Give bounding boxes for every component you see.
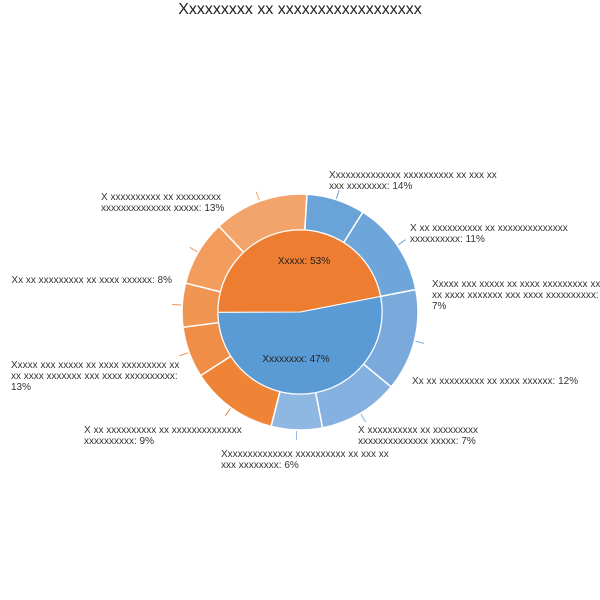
outer-label-4: X xxxxxxxxxx xx xxxxxxxxx xxxxxxxxxxxxxx … [358,425,478,447]
outer-label-7: Xxxxx xxx xxxxx xx xxxx xxxxxxxxx xx xx x… [11,360,179,393]
outer-label-line: xx xxxx xxxxxxx xxx xxxx xxxxxxxxxx: [432,290,599,301]
leader-line-6 [189,246,198,253]
outer-label-line: xx xxxx xxxxxxx xxx xxxx xxxxxxxxxx: [11,371,178,382]
outer-label-line: xxxxxxxxxxxxxx xxxxx: 13% [101,203,224,214]
outer-label-line: xxxxxxxxxx: 9% [84,436,154,447]
outer-label-line: Xx xx xxxxxxxxx xx xxxx xxxxxx: 12% [412,376,578,387]
outer-label-line: Xxxxxxxxxxxxxx xxxxxxxxxx xx xxx xx [221,449,389,460]
leader-line-1 [360,413,366,423]
rings-group [181,193,419,431]
outer-label-6: X xx xxxxxxxxxx xx xxxxxxxxxxxxxx xxxxxxx… [84,425,242,447]
outer-label-line: X xxxxxxxxxx xx xxxxxxxxx [358,425,478,436]
leader-line-5 [172,303,182,306]
chart-title: Xxxxxxxxx xx xxxxxxxxxxxxxxxxxx [178,1,422,18]
outer-label-line: xxx xxxxxxxx: 6% [221,460,299,471]
outer-label-line: xxxxxxxxxxxxxx xxxxx: 7% [358,436,476,447]
outer-label-line: Xxxxx xxx xxxxx xx xxxx xxxxxxxxx xx [432,279,600,290]
outer-label-line: X xxxxxxxxxx xx xxxxxxxxx [101,192,221,203]
outer-label-line: X xx xxxxxxxxxx xx xxxxxxxxxxxxxx [84,425,242,436]
leader-line-8 [335,189,340,199]
outer-label-2: Xxxxx xxx xxxxx xx xxxx xxxxxxxxx xx xx x… [432,279,600,312]
leader-line-9 [397,239,406,246]
labels-group: Xxxxx: 53% Xxxxxxxx: 47% Xxxxxxxxxxxxxx xx… [11,170,600,471]
outer-label-line: 13% [11,382,31,393]
outer-label-line: 7% [432,301,447,312]
outer-label-0: Xxxxxxxxxxxxxx xxxxxxxxxx xx xxx xx xxx x… [329,170,497,192]
outer-label-line: Xxxxx xxx xxxxx xx xxxx xxxxxxxxx xx [11,360,179,371]
inner-label-1: Xxxxxxxx: 47% [262,354,329,365]
outer-label-9: X xxxxxxxxxx xx xxxxxxxxx xxxxxxxxxxxxxx … [101,192,224,214]
inner-slice-1 [217,229,382,313]
outer-label-line: Xx xx xxxxxxxxx xx xxxx xxxxxx: 8% [11,275,172,286]
leader-line-3 [224,408,231,417]
inner-slice-0 [217,295,383,395]
outer-label-line: xxx xxxxxxxx: 14% [329,181,412,192]
leader-line-4 [179,352,189,357]
leader-line-7 [255,191,260,201]
outer-label-line: Xxxxxxxxxxxxxx xxxxxxxxxx xx xxx xx [329,170,497,181]
outer-label-5: Xxxxxxxxxxxxxx xxxxxxxxxx xx xxx xx xxx x… [221,449,389,471]
inner-label-0: Xxxxx: 53% [278,256,330,267]
outer-label-line: X xx xxxxxxxxxx xx xxxxxxxxxxxxxx [410,223,568,234]
outer-label-line: xxxxxxxxxx: 11% [410,234,485,245]
outer-label-3: Xx xx xxxxxxxxx xx xxxx xxxxxx: 12% [412,376,578,387]
outer-label-1: X xx xxxxxxxxxx xx xxxxxxxxxxxxxx xxxxxxx… [410,223,568,245]
outer-label-8: Xx xx xxxxxxxxx xx xxxx xxxxxx: 8% [11,275,172,286]
leader-line-0 [415,340,425,344]
